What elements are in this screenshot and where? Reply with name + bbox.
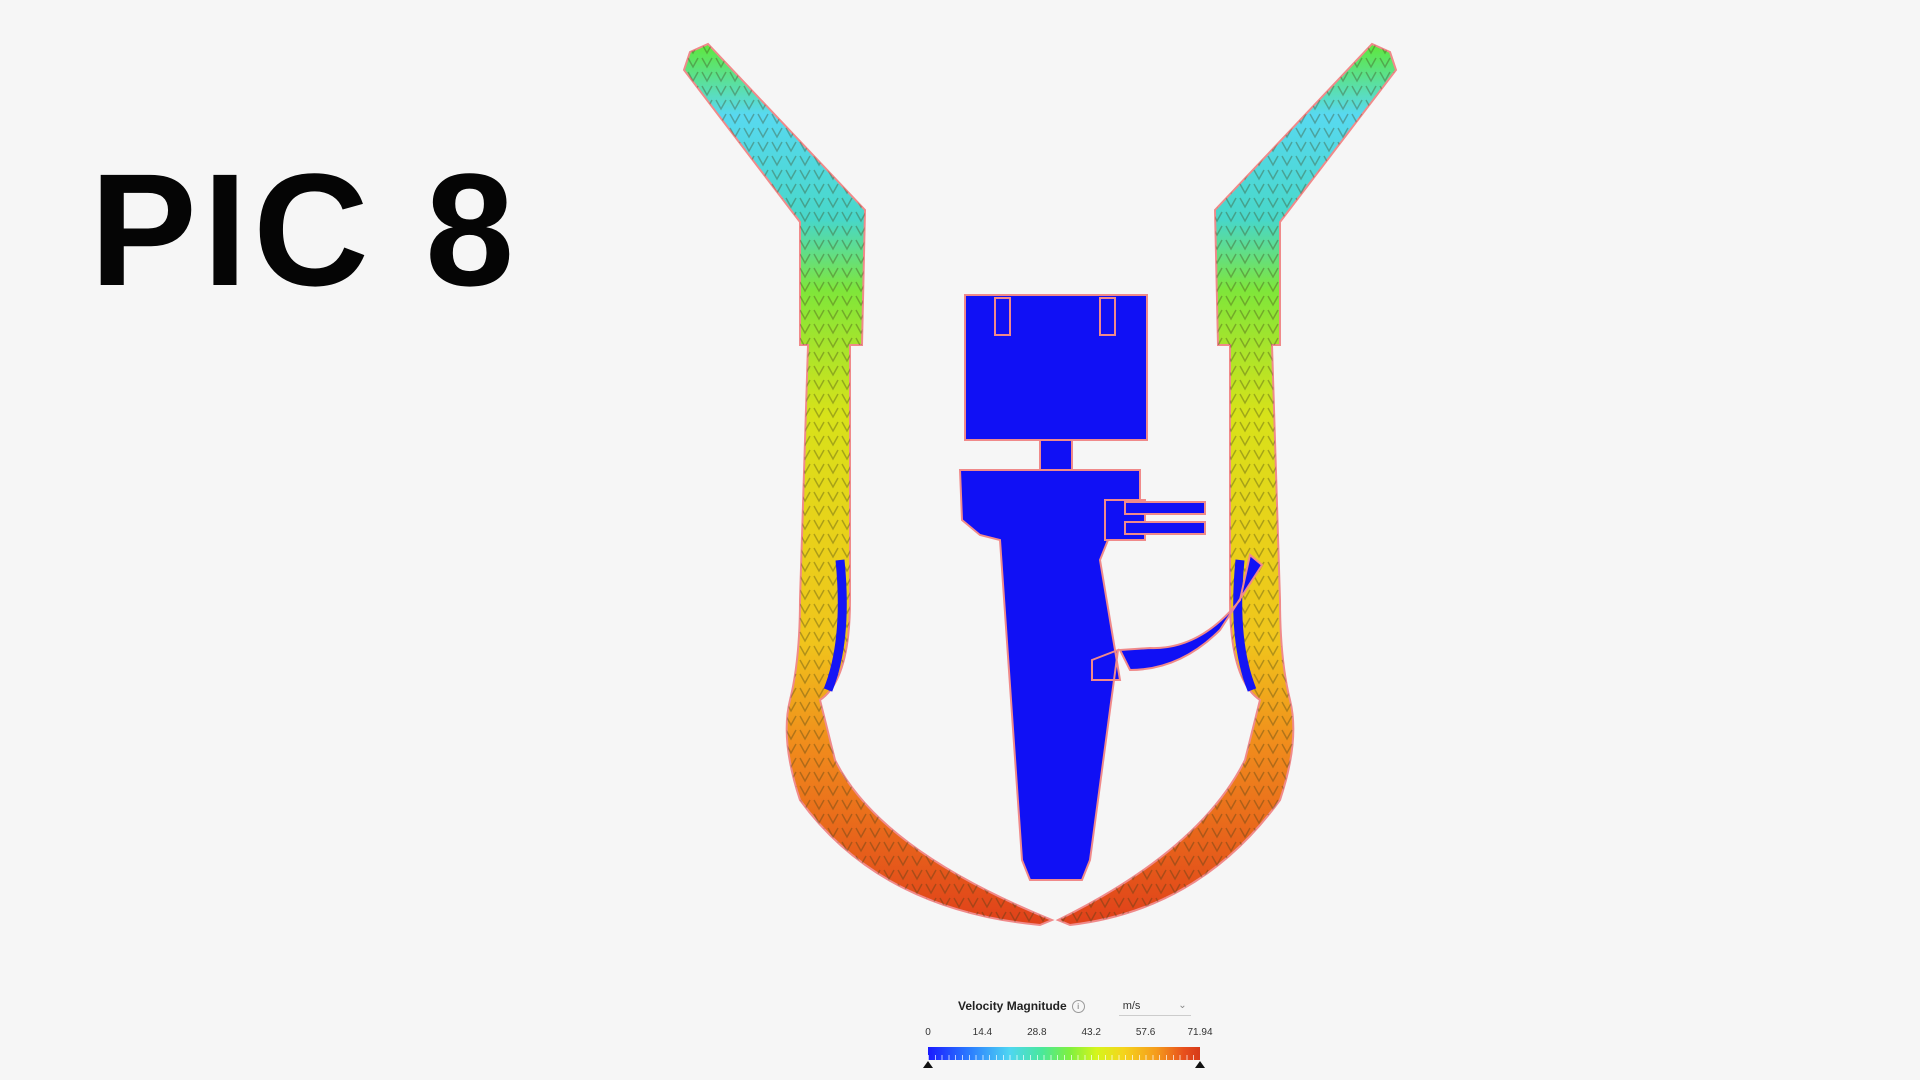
unit-value: m/s — [1122, 999, 1141, 1012]
chevron-down-icon: ⌄ — [1178, 1000, 1187, 1011]
legend-tick-label: 71.94 — [1187, 1027, 1213, 1038]
min-handle[interactable] — [923, 1061, 933, 1068]
velocity-legend: Velocity Magnitude i m/s ⌄ 0 14.4 28.8 43.2… — [920, 985, 1220, 1075]
info-icon[interactable]: i — [1071, 999, 1085, 1013]
legend-tick-label: 14.4 — [972, 1027, 993, 1038]
left-duct — [682, 42, 1055, 927]
central-body — [958, 294, 1264, 881]
max-handle[interactable] — [1195, 1061, 1205, 1068]
legend-tick-label: 57.6 — [1135, 1027, 1156, 1038]
legend-tick-label: 28.8 — [1027, 1027, 1047, 1038]
legend-title: Velocity Magnitude — [958, 999, 1067, 1013]
legend-header: Velocity Magnitude i m/s ⌄ — [958, 993, 1198, 1019]
legend-ticks: 0 14.4 28.8 43.2 57.6 71.94 — [920, 1027, 1220, 1041]
legend-tick-label: 0 — [925, 1027, 931, 1038]
color-scale-marks — [928, 1055, 1200, 1060]
unit-select[interactable]: m/s ⌄ — [1118, 996, 1191, 1016]
right-duct — [1055, 42, 1398, 927]
pic-title: PIC 8 — [90, 140, 521, 319]
legend-tick-label: 43.2 — [1081, 1027, 1101, 1038]
